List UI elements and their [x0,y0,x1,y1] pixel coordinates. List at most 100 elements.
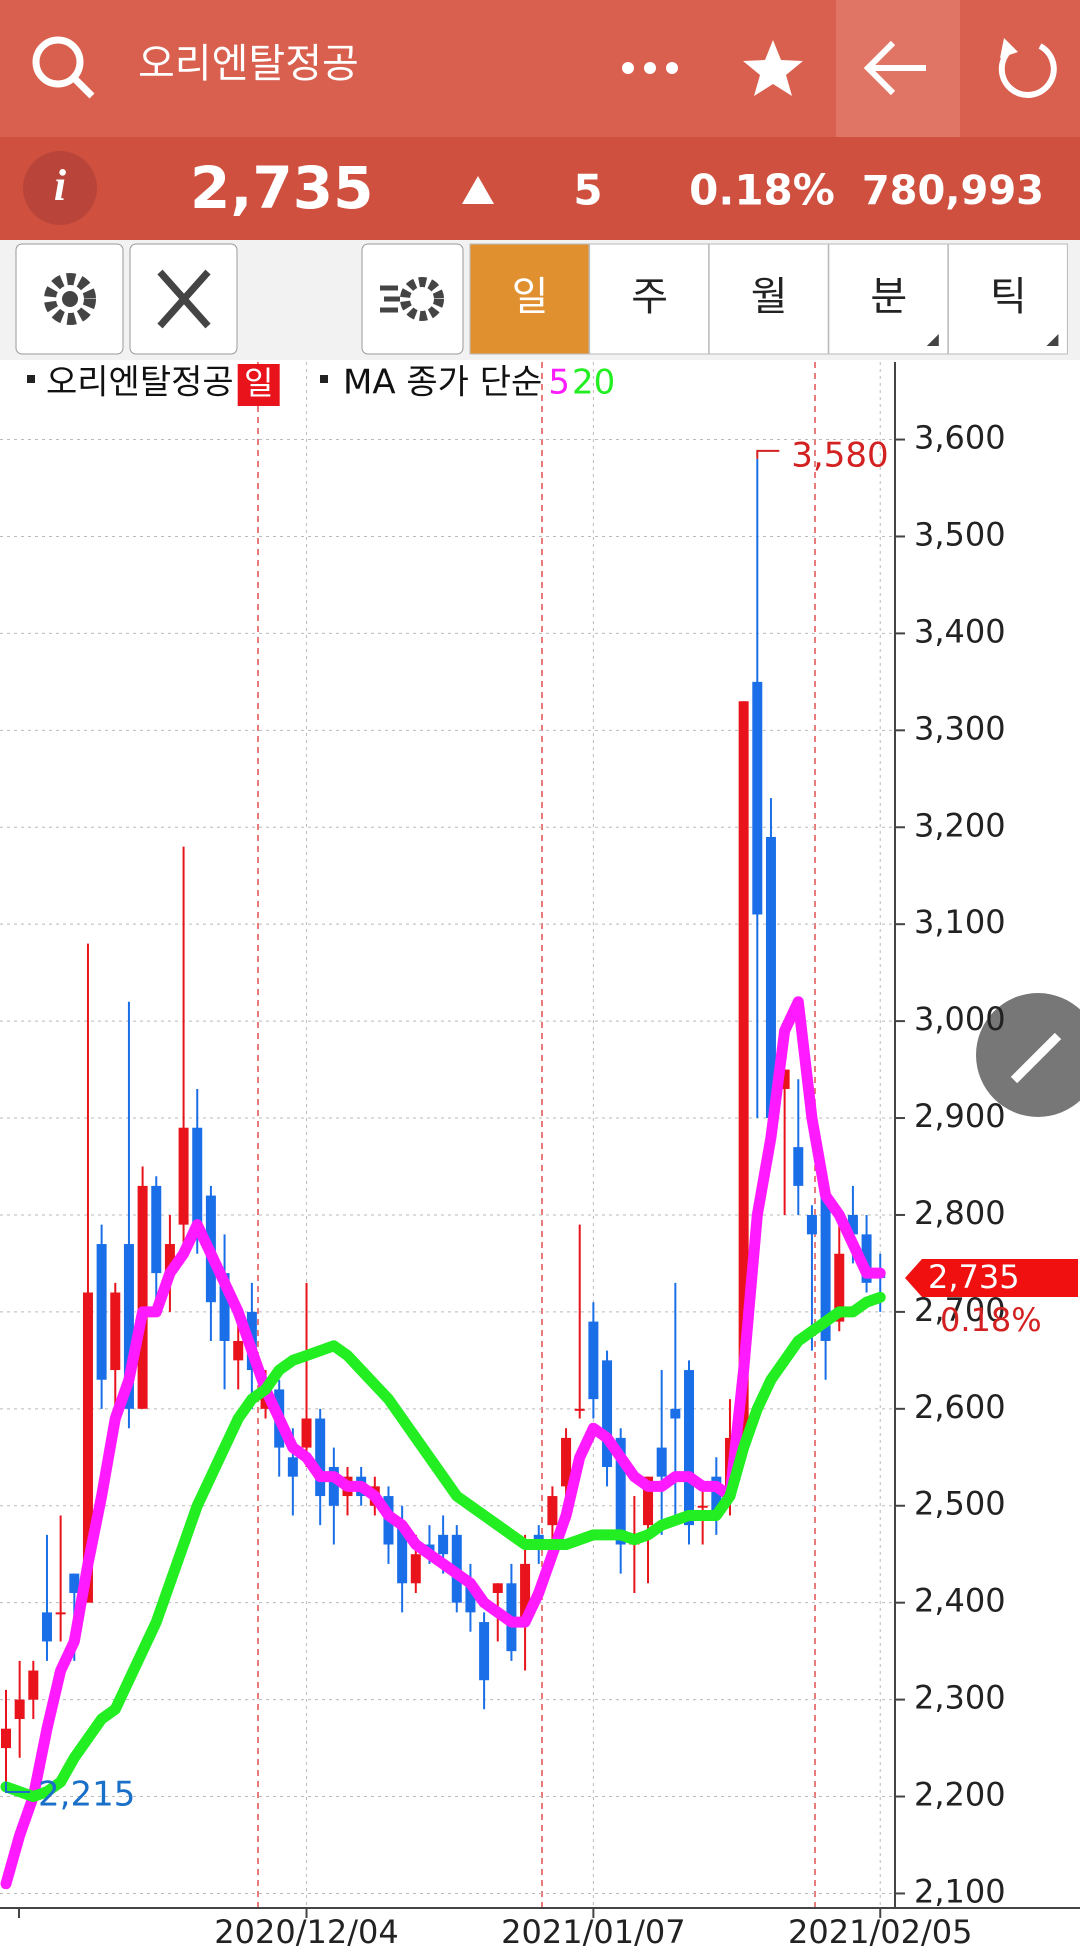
tab-label: 틱 [990,274,1027,320]
candle-body [820,1195,831,1341]
legend-entry: 5 [548,363,570,403]
candle-body [520,1563,531,1623]
candle-body [410,1554,421,1584]
tab-corner [1046,334,1059,346]
last-price-label: 2,735 [928,1258,1020,1296]
candle-body [14,1699,25,1719]
legend-ma: MA 종가 단순 [343,363,542,403]
candle-body [438,1534,449,1555]
y-tick-label: 2,900 [914,1097,1006,1135]
candle-body [178,1127,189,1225]
candle-body [711,1476,722,1516]
legend-entry: 20 [572,363,615,403]
candle-body [151,1185,162,1274]
candle-body [492,1583,503,1593]
info-button[interactable] [23,151,97,225]
legend-period-bg [237,364,280,406]
tab[interactable] [828,243,949,355]
candle-body [602,1360,613,1467]
y-tick-label: 2,600 [914,1388,1006,1426]
candle-body [561,1437,572,1487]
candle-body [287,1457,298,1477]
y-tick-label: 3,100 [914,903,1006,941]
candle-body [137,1185,148,1409]
tools-icon [157,269,211,329]
candle-body [219,1273,230,1341]
candle-body [752,681,763,915]
candle-body [547,1496,558,1526]
min-marker [5,1781,30,1793]
candle-body [110,1292,121,1371]
tab[interactable] [708,243,829,355]
tab[interactable] [947,243,1068,355]
pencil-button[interactable] [976,993,1080,1117]
ma-line [0,996,886,1890]
x-tick-label: 2021/02/05 [788,1913,972,1946]
y-tick-label: 2,300 [914,1679,1006,1717]
candle-body [315,1418,326,1497]
tab-label: 주 [631,274,668,320]
legend: 오리엔탈정공 일 MA 종가 단순 5 20 [27,363,615,406]
indicator-gear [400,277,444,321]
y-tick-label: 3,200 [914,806,1006,844]
y-tick-label: 3,400 [914,612,1006,650]
info-icon: i [54,161,67,210]
candle-body [301,1418,312,1448]
gear-icon [44,273,96,325]
candle-body [41,1612,52,1642]
candle-body [847,1214,858,1235]
candle-body [96,1244,107,1380]
tab-label: 월 [751,274,788,320]
candle-body [656,1447,667,1477]
star-icon[interactable] [743,40,803,96]
x-tick-label: 2020/12/04 [214,1913,398,1946]
candle-body [1,1728,11,1749]
tab[interactable] [589,243,710,355]
price-change: 5 [573,166,602,215]
tab[interactable] [469,243,590,355]
candle-body [684,1370,694,1526]
search-icon[interactable] [32,36,95,99]
ma-line [0,1291,886,1803]
refresh-icon[interactable] [998,43,1057,98]
candle-body [69,1573,80,1593]
tab-label: 일 [512,274,549,320]
candle-body [465,1583,476,1613]
candle-body [697,1505,708,1508]
back-icon[interactable] [863,40,926,96]
candle-body [574,1408,585,1411]
y-tick-label: 2,100 [914,1872,1006,1910]
candle-body [164,1244,175,1274]
candle-body [192,1127,203,1235]
stock-title: 오리엔탈정공 [138,41,359,87]
candle-body [670,1408,681,1419]
last-rate-label: 0.18% [940,1301,1042,1339]
up-arrow [462,176,494,204]
candle-body [615,1437,626,1545]
x-tick-label: 2021/01/07 [501,1913,685,1946]
more-icon[interactable] [622,62,678,74]
max-marker [756,449,780,459]
y-tick-label: 2,200 [914,1776,1006,1814]
refresh-arrow [1000,38,1018,58]
legend-bullet [320,375,328,383]
indicator-button[interactable] [361,243,464,355]
candle-body [793,1147,804,1186]
y-tick-label: 3,600 [914,419,1006,457]
min-label: 2,215 [38,1774,135,1814]
change-rate: 0.18% [689,166,835,215]
candle-body [834,1253,845,1322]
tab-label: 분 [870,274,907,320]
indicator-lines [380,285,400,313]
candle-body [82,1292,93,1603]
legend-bullet [27,375,35,383]
y-tick-label: 2,500 [914,1485,1006,1523]
y-tick-label: 2,700 [914,1291,1006,1329]
pencil-icon [1010,1032,1062,1084]
volume: 780,993 [862,168,1044,214]
candle-body [643,1476,654,1526]
candle-body [588,1321,599,1400]
legend-name: 오리엔탈정공 [46,363,234,403]
candle-body [55,1612,66,1615]
